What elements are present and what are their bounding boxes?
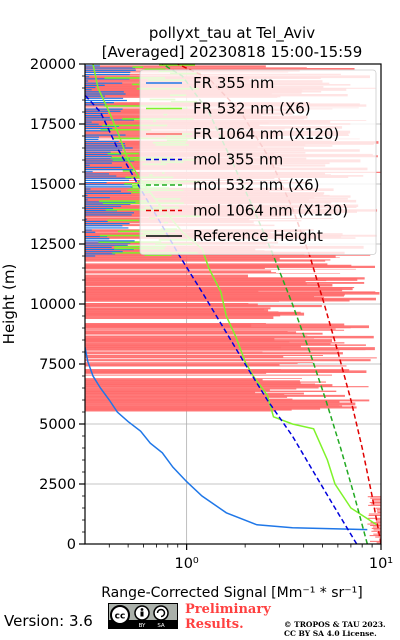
preliminary-line1: Preliminary	[185, 602, 271, 617]
svg-text:BY: BY	[139, 623, 146, 628]
y-axis-label: Height (m)	[0, 264, 18, 345]
chart-title-line1: pollyxt_tau at Tel_Aviv	[149, 24, 315, 43]
legend: FR 355 nm FR 532 nm (X6) FR 1064 nm (X120)…	[139, 69, 377, 255]
legend-label-6: Reference Height	[193, 227, 323, 245]
svg-text:cc: cc	[115, 612, 126, 622]
legend-label-3: mol 355 nm	[193, 151, 283, 169]
y-tick-label: 15000	[30, 177, 76, 193]
y-tick-label: 7500	[39, 357, 76, 373]
legend-label-4: mol 532 nm (X6)	[193, 176, 320, 194]
preliminary-line2: Results.	[185, 617, 244, 632]
cc-by-sa-icon: cc BY SA	[108, 603, 178, 629]
chart-title-line2: [Averaged] 20230818 15:00-15:59	[102, 43, 363, 61]
legend-label-1: FR 532 nm (X6)	[193, 100, 311, 118]
series-line-0	[85, 347, 368, 531]
x-tick-label: 10¹	[369, 556, 393, 572]
version-label: Version: 3.6	[4, 612, 93, 630]
y-tick-label: 0	[67, 537, 76, 553]
series-line-1	[92, 64, 378, 526]
copyright-line1: © TROPOS & TAU 2023.	[284, 620, 386, 629]
svg-text:SA: SA	[157, 623, 165, 628]
x-tick-label: 10⁰	[174, 556, 198, 572]
legend-label-2: FR 1064 nm (X120)	[193, 125, 339, 143]
copyright-line2: CC BY SA 4.0 License.	[284, 629, 377, 638]
y-tick-label: 5000	[39, 417, 76, 433]
y-tick-label: 10000	[30, 297, 76, 313]
preliminary-note: Preliminary Results.	[185, 602, 271, 632]
copyright-note: © TROPOS & TAU 2023. CC BY SA 4.0 Licens…	[284, 620, 386, 638]
legend-box	[139, 69, 377, 255]
legend-label-5: mol 1064 nm (X120)	[193, 202, 348, 220]
y-tick-label: 2500	[39, 477, 76, 493]
x-axis-label: Range-Corrected Signal [Mm⁻¹ * sr⁻¹]	[101, 585, 363, 601]
y-tick-label: 20000	[30, 57, 76, 73]
series-line-3	[85, 94, 358, 544]
y-tick-label: 12500	[30, 237, 76, 253]
y-tick-label: 17500	[30, 117, 76, 133]
legend-label-0: FR 355 nm	[193, 74, 274, 92]
